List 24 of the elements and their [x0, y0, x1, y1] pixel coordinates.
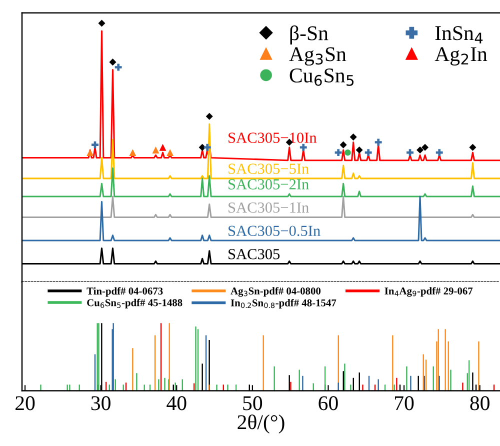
x-tick-label: 30 — [91, 396, 110, 410]
x-tick-label: 20 — [16, 396, 35, 410]
x-tick-label: 40 — [166, 396, 186, 410]
legend-label: In$_{0.2}$Sn$_{0.8}$-pdf# 48-1547 — [230, 298, 336, 309]
series-label: SAC305−5In — [228, 164, 309, 174]
x-tick-label: 80 — [470, 396, 490, 410]
series-label: SAC305−10In — [228, 132, 317, 143]
legend-label: InSn$_{4}$ — [435, 26, 483, 44]
x-tick-label: 70 — [394, 396, 414, 410]
legend-label: Tin-pdf# 04-0673 — [86, 287, 163, 297]
series-label: SAC305 — [228, 248, 280, 260]
legend-label: Ag$_{2}$In — [434, 47, 488, 66]
legend-label: Ag$_{3}$Sn-pdf# 04-0800 — [230, 287, 321, 297]
series-label: SAC305−0.5In — [228, 226, 320, 236]
legend-label: Cu$_{6}$Sn$_{5}$-pdf# 45-1488 — [87, 298, 182, 308]
series-label: SAC305−1In — [228, 202, 309, 213]
x-tick-label: 60 — [318, 396, 338, 410]
legend-label: Ag$_{3}$Sn — [289, 47, 346, 66]
x-tick-label: 50 — [243, 396, 262, 410]
x-axis-title: 2θ/(°) — [238, 414, 284, 434]
legend-label: β-Sn — [290, 25, 328, 45]
legend-label: In$_{4}$Ag$_{9}$-pdf# 29-067 — [384, 287, 473, 297]
series-label: SAC305−2In — [228, 179, 309, 190]
legend-label: Cu$_{6}$Sn$_{5}$ — [290, 68, 354, 86]
